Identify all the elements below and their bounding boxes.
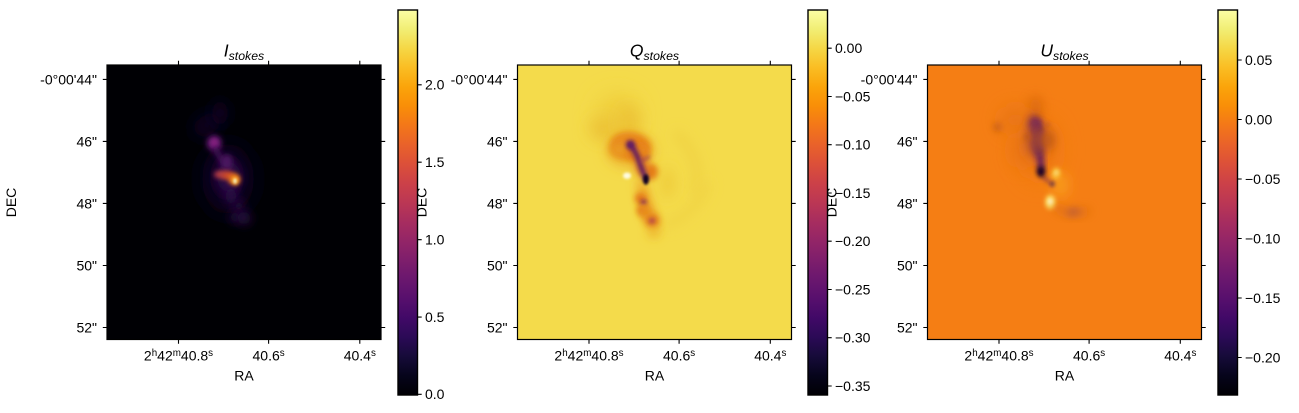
svg-text:-0°00'44": -0°00'44": [451, 71, 508, 87]
svg-text:RA: RA: [234, 367, 254, 383]
svg-text:2h42m40.8s: 2h42m40.8s: [964, 347, 1033, 363]
svg-text:−0.15: −0.15: [835, 185, 871, 201]
svg-text:-0°00'44": -0°00'44": [40, 71, 97, 87]
svg-text:52": 52": [76, 319, 97, 335]
svg-text:DEC: DEC: [3, 188, 19, 218]
svg-text:52": 52": [897, 319, 918, 335]
svg-text:−0.15: −0.15: [1245, 290, 1281, 306]
svg-text:40.6s: 40.6s: [253, 347, 285, 363]
svg-text:−0.05: −0.05: [835, 88, 871, 104]
svg-text:50": 50": [897, 257, 918, 273]
svg-text:48": 48": [897, 195, 918, 211]
svg-text:2h42m40.8s: 2h42m40.8s: [554, 347, 623, 363]
svg-text:Istokes: Istokes: [224, 41, 264, 63]
svg-text:−0.05: −0.05: [1245, 171, 1281, 187]
svg-text:52": 52": [487, 319, 508, 335]
svg-text:DEC: DEC: [824, 188, 840, 218]
svg-text:40.4s: 40.4s: [754, 347, 786, 363]
svg-text:2.0: 2.0: [425, 77, 445, 93]
svg-text:−0.30: −0.30: [835, 330, 871, 346]
svg-text:−0.35: −0.35: [835, 378, 871, 394]
svg-text:−0.20: −0.20: [1245, 349, 1281, 365]
svg-text:−0.10: −0.10: [835, 137, 871, 153]
svg-text:−0.10: −0.10: [1245, 230, 1281, 246]
svg-text:2h42m40.8s: 2h42m40.8s: [144, 347, 213, 363]
svg-text:Ustokes: Ustokes: [1040, 41, 1088, 63]
svg-text:1.5: 1.5: [425, 154, 445, 170]
svg-text:46": 46": [897, 133, 918, 149]
svg-text:0.0: 0.0: [425, 386, 445, 402]
svg-text:50": 50": [487, 257, 508, 273]
svg-text:−0.25: −0.25: [835, 281, 871, 297]
svg-text:46": 46": [76, 133, 97, 149]
svg-text:40.6s: 40.6s: [663, 347, 695, 363]
svg-text:0.5: 0.5: [425, 309, 445, 325]
svg-text:0.00: 0.00: [835, 40, 862, 56]
svg-text:-0°00'44": -0°00'44": [861, 71, 918, 87]
svg-text:RA: RA: [645, 367, 665, 383]
svg-text:50": 50": [76, 257, 97, 273]
svg-text:40.4s: 40.4s: [1164, 347, 1196, 363]
svg-text:0.05: 0.05: [1245, 52, 1272, 68]
svg-text:48": 48": [76, 195, 97, 211]
svg-text:40.6s: 40.6s: [1073, 347, 1105, 363]
svg-text:1.0: 1.0: [425, 232, 445, 248]
svg-text:48": 48": [487, 195, 508, 211]
svg-text:DEC: DEC: [414, 188, 430, 218]
svg-text:40.4s: 40.4s: [344, 347, 376, 363]
svg-text:RA: RA: [1055, 367, 1075, 383]
svg-text:−0.20: −0.20: [835, 233, 871, 249]
svg-text:46": 46": [487, 133, 508, 149]
svg-text:0.00: 0.00: [1245, 111, 1272, 127]
svg-text:Qstokes: Qstokes: [630, 41, 679, 63]
